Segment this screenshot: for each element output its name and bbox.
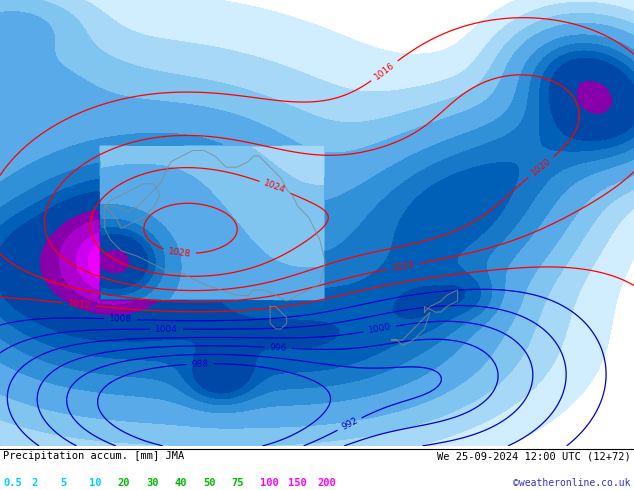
Text: Precipitation accum. [mm] JMA: Precipitation accum. [mm] JMA bbox=[3, 451, 184, 461]
Text: We 25-09-2024 12:00 UTC (12+72): We 25-09-2024 12:00 UTC (12+72) bbox=[437, 451, 631, 461]
Text: 1016: 1016 bbox=[373, 60, 396, 81]
Text: 10: 10 bbox=[89, 478, 101, 488]
Text: 40: 40 bbox=[174, 478, 187, 488]
Text: 0.5: 0.5 bbox=[3, 478, 22, 488]
Text: 1020: 1020 bbox=[529, 156, 553, 178]
Text: 1012: 1012 bbox=[68, 299, 91, 310]
Text: 1024: 1024 bbox=[262, 179, 287, 196]
Text: 200: 200 bbox=[317, 478, 336, 488]
Text: 50: 50 bbox=[203, 478, 216, 488]
Text: 100: 100 bbox=[260, 478, 279, 488]
Text: 992: 992 bbox=[340, 416, 359, 432]
Text: 996: 996 bbox=[269, 343, 287, 353]
Text: 20: 20 bbox=[117, 478, 130, 488]
Text: 1028: 1028 bbox=[167, 246, 191, 259]
Text: 5: 5 bbox=[60, 478, 67, 488]
Text: 1016: 1016 bbox=[391, 260, 416, 273]
Text: 1008: 1008 bbox=[109, 314, 133, 324]
Text: 150: 150 bbox=[288, 478, 307, 488]
Text: 1000: 1000 bbox=[368, 322, 392, 335]
Text: 75: 75 bbox=[231, 478, 244, 488]
Text: 988: 988 bbox=[191, 359, 209, 368]
Text: 1004: 1004 bbox=[155, 325, 178, 334]
Text: ©weatheronline.co.uk: ©weatheronline.co.uk bbox=[514, 478, 631, 488]
Text: 2: 2 bbox=[32, 478, 38, 488]
Text: 30: 30 bbox=[146, 478, 158, 488]
